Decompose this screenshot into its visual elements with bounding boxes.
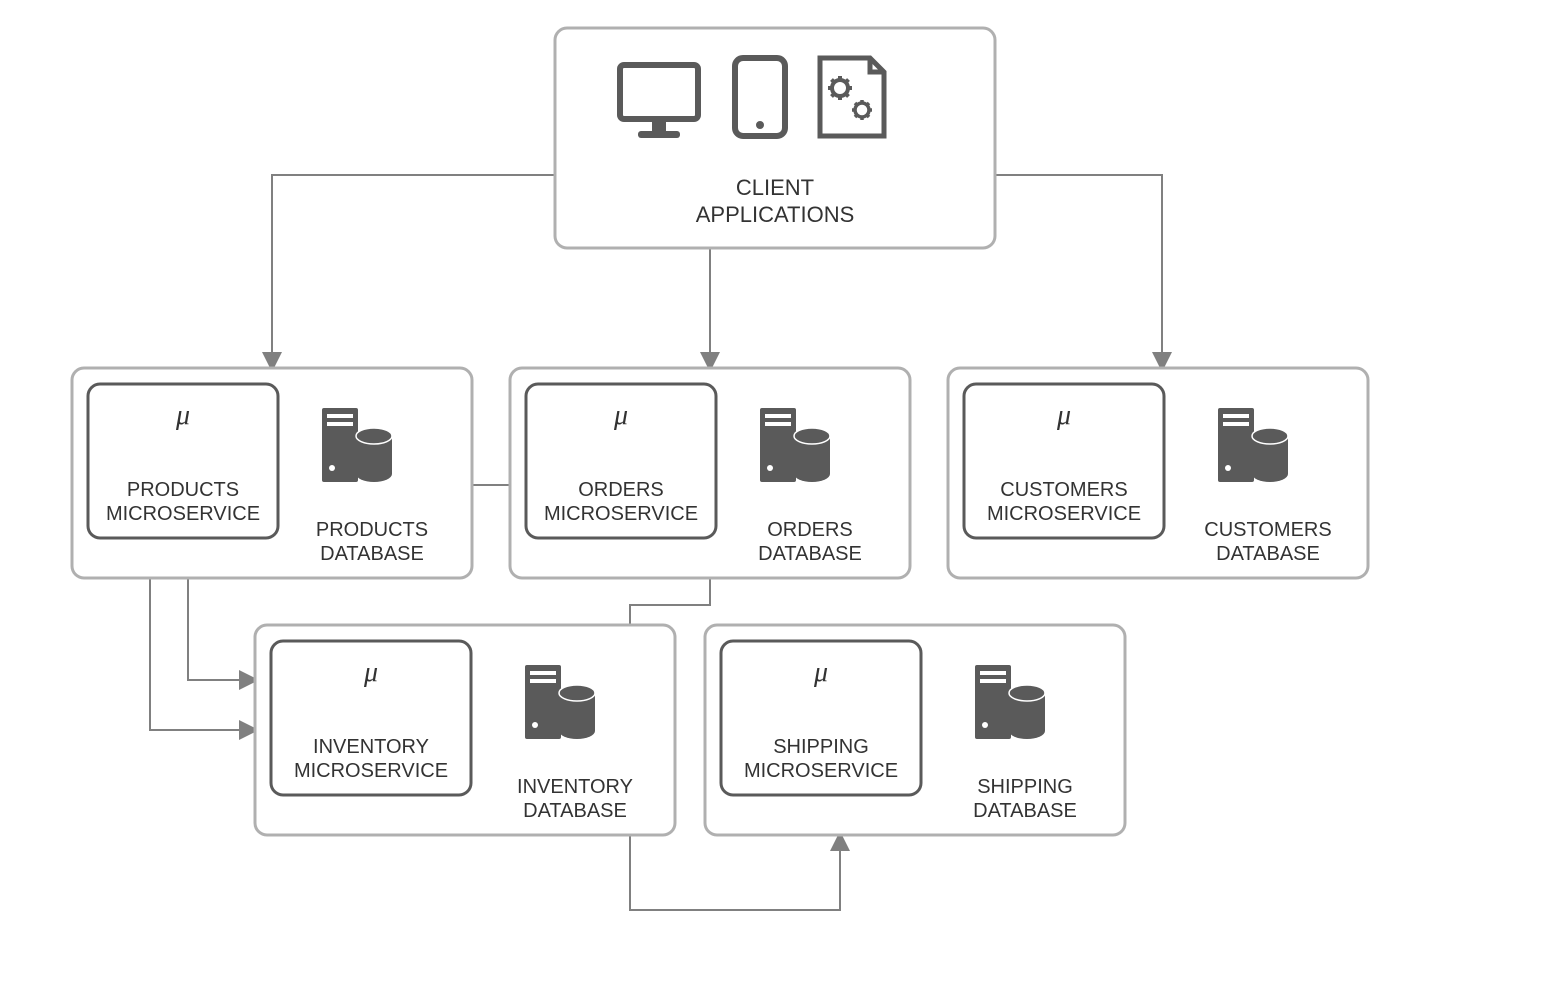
shipping-ms-label-2: MICROSERVICE bbox=[744, 760, 898, 782]
microservices-diagram: CLIENT APPLICATIONS μPRODUCTSMICROSERVIC… bbox=[0, 0, 1555, 1000]
inventory-db-label-2: DATABASE bbox=[523, 800, 627, 822]
edge-client-customers bbox=[995, 175, 1162, 368]
client-label-2: APPLICATIONS bbox=[696, 202, 855, 227]
customers-db-label-2: DATABASE bbox=[1216, 543, 1320, 565]
orders-ms-label-2: MICROSERVICE bbox=[544, 503, 698, 525]
client-applications-node: CLIENT APPLICATIONS bbox=[555, 28, 995, 248]
customers-node: μCUSTOMERSMICROSERVICECUSTOMERSDATABASE bbox=[948, 368, 1368, 578]
shipping-ms-label-1: SHIPPING bbox=[773, 736, 869, 758]
shipping-node: μSHIPPINGMICROSERVICESHIPPINGDATABASE bbox=[705, 625, 1125, 835]
orders-db-label-2: DATABASE bbox=[758, 543, 862, 565]
shipping-mu-symbol: μ bbox=[813, 657, 828, 688]
customers-mu-symbol: μ bbox=[1056, 400, 1071, 431]
orders-node: μORDERSMICROSERVICEORDERSDATABASE bbox=[510, 368, 910, 578]
inventory-db-label-1: INVENTORY bbox=[517, 776, 633, 798]
inventory-ms-label-2: MICROSERVICE bbox=[294, 760, 448, 782]
orders-mu-symbol: μ bbox=[613, 400, 628, 431]
client-label-1: CLIENT bbox=[736, 175, 814, 200]
edge-products-inventory bbox=[150, 578, 255, 730]
orders-db-label-1: ORDERS bbox=[767, 519, 853, 541]
products-ms-label-1: PRODUCTS bbox=[127, 479, 239, 501]
customers-ms-label-2: MICROSERVICE bbox=[987, 503, 1141, 525]
products-node: μPRODUCTSMICROSERVICEPRODUCTSDATABASE bbox=[72, 368, 472, 578]
orders-ms-label-1: ORDERS bbox=[578, 479, 664, 501]
shipping-db-label-2: DATABASE bbox=[973, 800, 1077, 822]
products-db-label-1: PRODUCTS bbox=[316, 519, 428, 541]
customers-ms-label-1: CUSTOMERS bbox=[1000, 479, 1127, 501]
edge-client-products bbox=[272, 175, 555, 368]
inventory-ms-label-1: INVENTORY bbox=[313, 736, 429, 758]
customers-db-label-1: CUSTOMERS bbox=[1204, 519, 1331, 541]
inventory-mu-symbol: μ bbox=[363, 657, 378, 688]
products-db-label-2: DATABASE bbox=[320, 543, 424, 565]
products-mu-symbol: μ bbox=[175, 400, 190, 431]
service-nodes-group: μPRODUCTSMICROSERVICEPRODUCTSDATABASEμOR… bbox=[72, 368, 1368, 835]
products-ms-label-2: MICROSERVICE bbox=[106, 503, 260, 525]
inventory-node: μINVENTORYMICROSERVICEINVENTORYDATABASE bbox=[255, 625, 675, 835]
shipping-db-label-1: SHIPPING bbox=[977, 776, 1073, 798]
